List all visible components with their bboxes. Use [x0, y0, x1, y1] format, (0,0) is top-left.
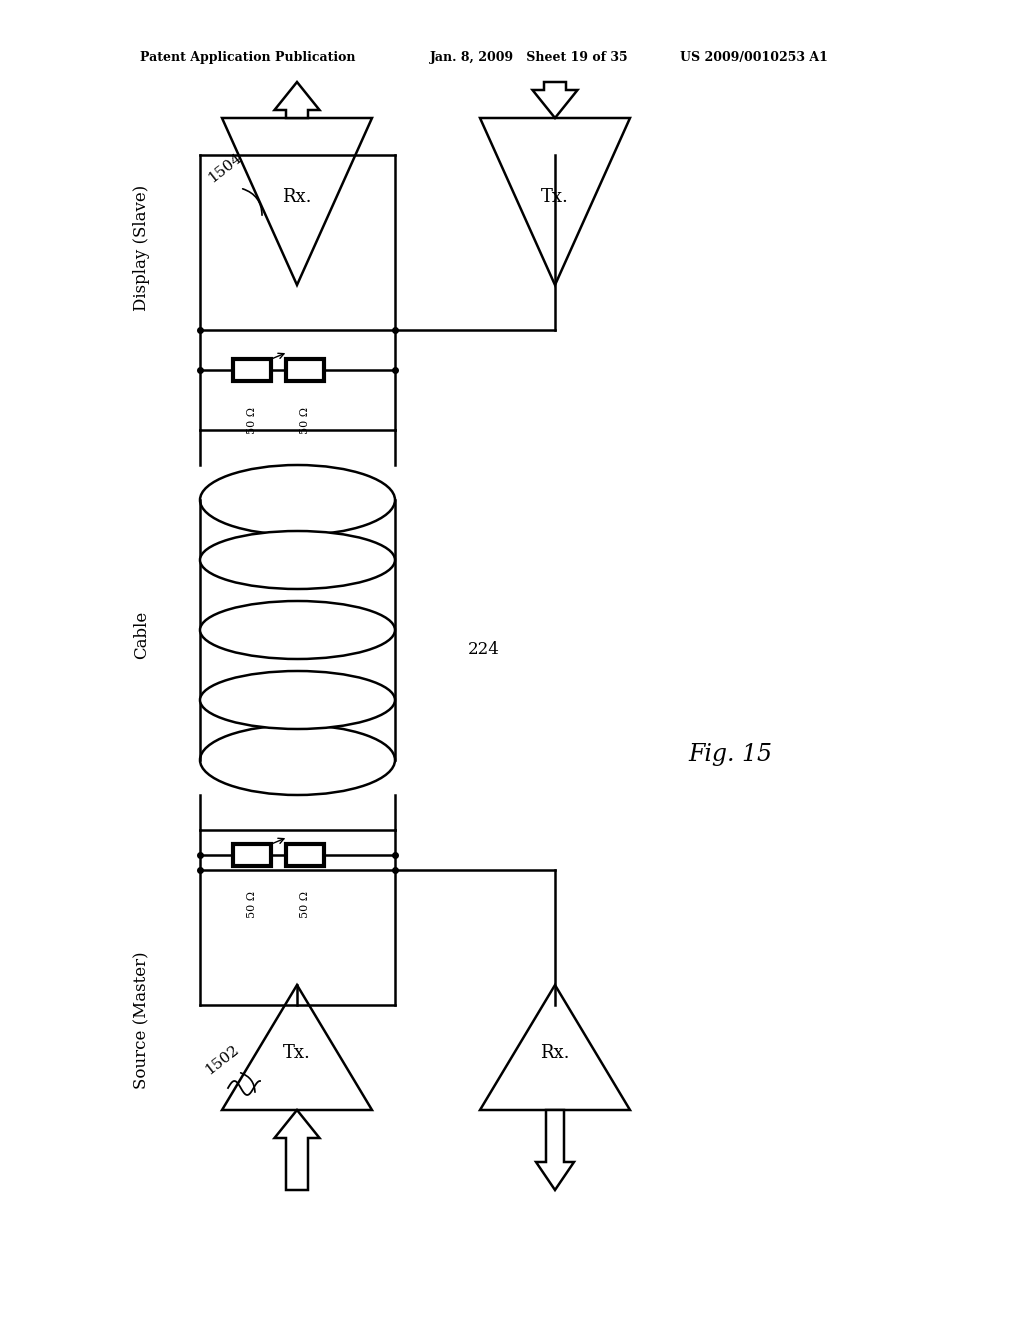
Ellipse shape: [200, 531, 395, 589]
Text: 1504: 1504: [206, 150, 245, 186]
Text: 50 Ω: 50 Ω: [300, 891, 310, 919]
Text: Rx.: Rx.: [541, 1044, 569, 1061]
Text: 50 Ω: 50 Ω: [300, 407, 310, 433]
Text: Patent Application Publication: Patent Application Publication: [140, 51, 355, 65]
Bar: [286, 359, 324, 381]
Ellipse shape: [200, 601, 395, 659]
Text: 50 Ω: 50 Ω: [247, 891, 257, 919]
Text: Rx.: Rx.: [283, 187, 311, 206]
Text: 1502: 1502: [203, 1043, 242, 1077]
Text: 50 Ω: 50 Ω: [247, 407, 257, 433]
Text: Source (Master): Source (Master): [133, 952, 151, 1089]
Bar: [233, 359, 271, 381]
FancyArrowPatch shape: [241, 1073, 255, 1092]
Text: US 2009/0010253 A1: US 2009/0010253 A1: [680, 51, 827, 65]
Text: Jan. 8, 2009   Sheet 19 of 35: Jan. 8, 2009 Sheet 19 of 35: [430, 51, 629, 65]
Text: Tx.: Tx.: [283, 1044, 311, 1061]
FancyArrow shape: [532, 82, 578, 117]
Text: Fig. 15: Fig. 15: [688, 743, 772, 767]
Text: Display (Slave): Display (Slave): [133, 185, 151, 312]
Text: 224: 224: [468, 642, 500, 659]
FancyArrow shape: [274, 82, 319, 117]
Text: Cable: Cable: [133, 611, 151, 659]
FancyArrow shape: [274, 1110, 319, 1191]
Bar: [233, 843, 271, 866]
Bar: [286, 843, 324, 866]
FancyArrow shape: [536, 1110, 574, 1191]
Text: Tx.: Tx.: [541, 187, 569, 206]
FancyArrowPatch shape: [243, 189, 262, 215]
Ellipse shape: [200, 671, 395, 729]
